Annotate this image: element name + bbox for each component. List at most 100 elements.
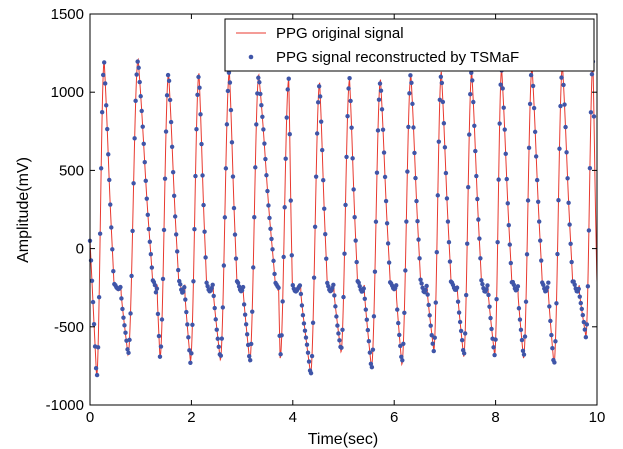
reconstructed-point <box>466 185 471 190</box>
reconstructed-point <box>567 222 572 227</box>
reconstructed-point <box>549 332 554 338</box>
x-axis-title: Time(sec) <box>308 431 379 448</box>
reconstructed-point <box>556 198 561 203</box>
reconstructed-point <box>268 226 273 232</box>
reconstructed-point <box>126 350 131 356</box>
reconstructed-point <box>281 254 286 260</box>
reconstructed-point <box>433 300 438 305</box>
reconstructed-point <box>226 70 232 75</box>
reconstructed-point <box>477 236 482 241</box>
reconstructed-point <box>362 296 367 301</box>
reconstructed-point <box>465 241 470 246</box>
reconstructed-point <box>199 141 204 147</box>
reconstructed-point <box>108 202 113 207</box>
reconstructed-point <box>257 80 262 85</box>
reconstructed-point <box>519 337 525 343</box>
reconstructed-point <box>552 360 557 365</box>
reconstructed-point <box>289 253 294 258</box>
reconstructed-point <box>156 333 162 339</box>
reconstructed-point <box>120 306 125 312</box>
reconstructed-point <box>137 79 142 85</box>
reconstructed-point <box>548 318 553 324</box>
reconstructed-point <box>247 353 252 359</box>
reconstructed-point <box>215 336 220 341</box>
reconstructed-point <box>533 154 539 159</box>
reconstructed-point <box>383 198 389 204</box>
reconstructed-point <box>118 284 123 290</box>
reconstructed-point <box>413 175 418 181</box>
reconstructed-point <box>152 282 158 288</box>
y-tick-label: 1000 <box>51 84 84 101</box>
reconstructed-point <box>467 132 472 137</box>
reconstructed-point <box>396 320 401 326</box>
reconstructed-point <box>286 76 291 81</box>
reconstructed-point <box>301 321 307 326</box>
reconstructed-point <box>232 232 238 237</box>
legend-original-label: PPG original signal <box>276 25 404 42</box>
reconstructed-point <box>160 276 166 282</box>
reconstructed-point <box>374 170 380 175</box>
reconstructed-point <box>320 147 325 153</box>
reconstructed-point <box>382 174 388 180</box>
reconstructed-point <box>486 292 491 298</box>
reconstructed-point <box>95 345 101 350</box>
reconstructed-point <box>315 100 321 105</box>
reconstructed-point <box>235 280 241 286</box>
reconstructed-point <box>99 110 105 115</box>
reconstructed-point <box>347 75 352 81</box>
reconstructed-point <box>373 219 379 224</box>
reconstructed-point <box>139 108 144 114</box>
reconstructed-point <box>194 127 199 132</box>
reconstructed-point <box>171 193 177 199</box>
reconstructed-point <box>173 232 179 237</box>
reconstructed-point <box>336 331 341 336</box>
reconstructed-point <box>495 239 500 245</box>
reconstructed-point <box>308 370 314 376</box>
reconstructed-point <box>343 202 348 208</box>
reconstructed-point <box>458 328 464 334</box>
reconstructed-point <box>445 219 451 224</box>
reconstructed-point <box>306 359 312 364</box>
reconstructed-point <box>111 268 116 274</box>
reconstructed-signal-markers <box>87 59 597 378</box>
reconstructed-point <box>162 176 168 181</box>
reconstructed-point <box>201 202 206 208</box>
reconstructed-point <box>368 361 374 367</box>
reconstructed-point <box>406 124 411 130</box>
reconstructed-point <box>527 101 533 107</box>
reconstructed-point <box>153 290 159 295</box>
reconstructed-point <box>103 81 108 86</box>
reconstructed-point <box>96 294 102 300</box>
reconstructed-point <box>212 305 217 311</box>
reconstructed-point <box>321 178 326 183</box>
reconstructed-point <box>415 219 420 224</box>
x-tick-label: 0 <box>86 409 94 426</box>
reconstructed-point <box>161 227 167 233</box>
reconstructed-point <box>188 360 193 365</box>
reconstructed-point <box>585 284 591 289</box>
reconstructed-point <box>142 159 147 165</box>
reconstructed-point <box>378 88 384 93</box>
reconstructed-point <box>366 338 372 344</box>
reconstructed-point <box>508 260 514 266</box>
reconstructed-point <box>534 177 540 183</box>
reconstructed-point <box>189 351 194 356</box>
reconstructed-point <box>109 225 114 230</box>
reconstructed-point <box>525 198 531 203</box>
reconstructed-point <box>203 255 208 260</box>
reconstructed-point <box>472 123 477 129</box>
reconstructed-point <box>408 73 413 78</box>
reconstructed-point <box>125 347 130 352</box>
reconstructed-point <box>318 119 324 124</box>
reconstructed-point <box>164 93 170 98</box>
reconstructed-point <box>184 309 189 315</box>
reconstructed-point <box>440 99 446 105</box>
reconstructed-point <box>326 284 331 289</box>
reconstructed-point <box>341 294 346 300</box>
reconstructed-point <box>395 307 400 312</box>
reconstructed-point <box>317 94 323 99</box>
reconstructed-point <box>429 333 434 338</box>
reconstructed-point <box>504 176 509 182</box>
reconstructed-point <box>93 365 99 371</box>
reconstructed-point <box>242 312 248 317</box>
